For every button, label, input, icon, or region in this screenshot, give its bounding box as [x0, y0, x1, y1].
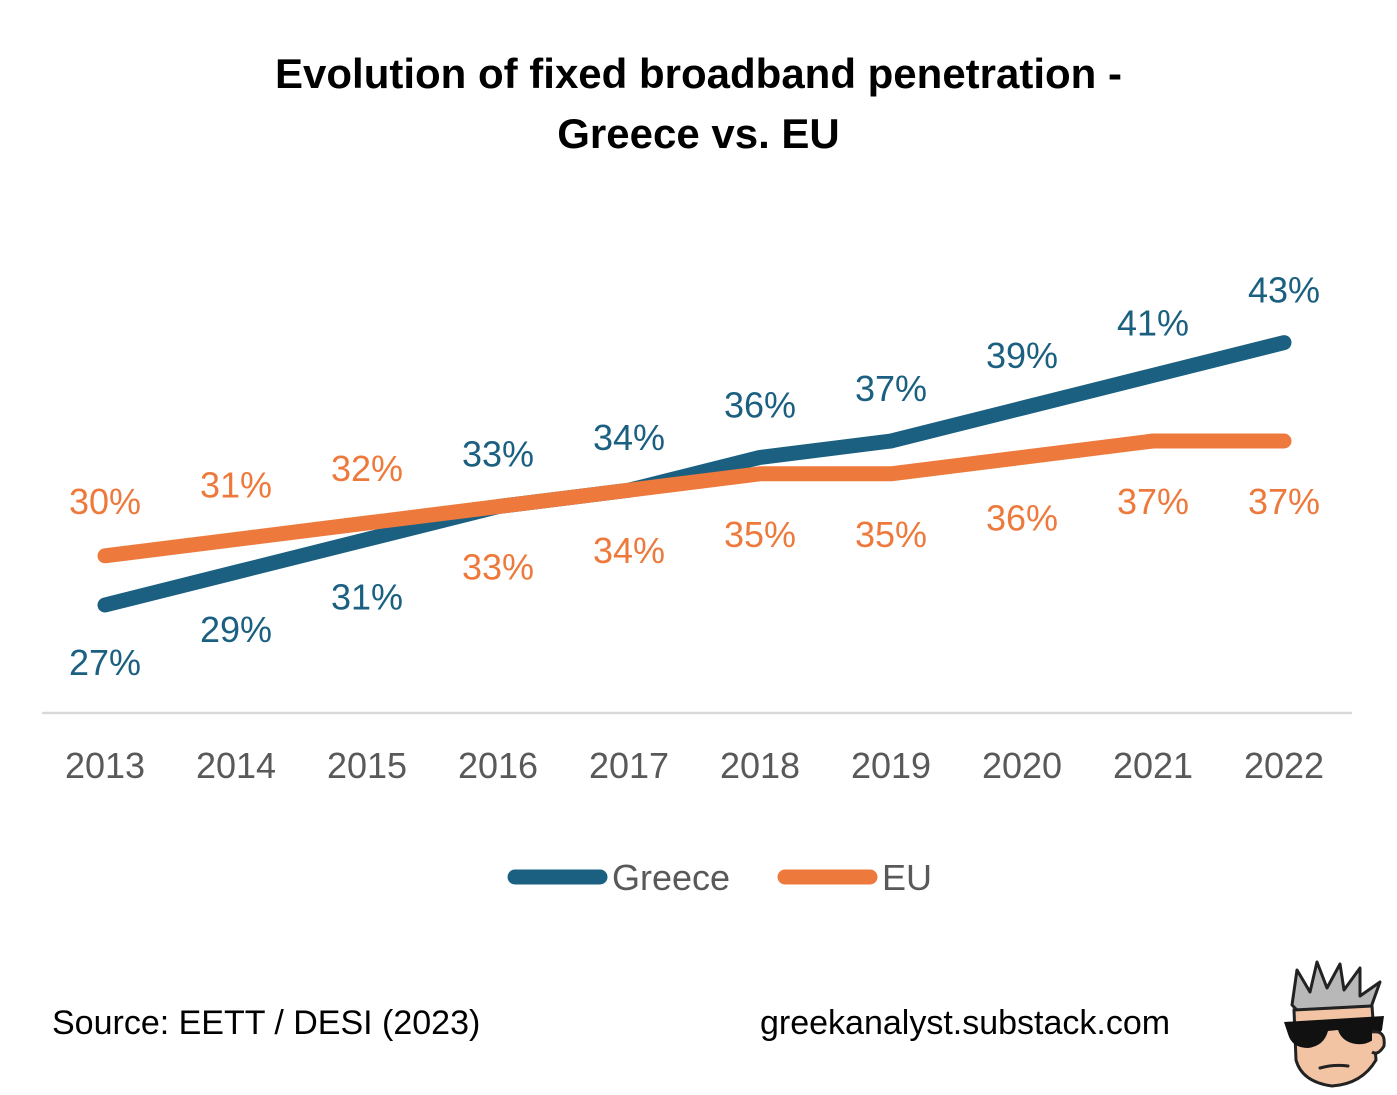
site-link[interactable]: greekanalyst.substack.com — [760, 1004, 1171, 1042]
chart-title-line1: Evolution of fixed broadband penetration… — [275, 50, 1122, 97]
data-label: 35% — [855, 514, 927, 555]
data-label: 33% — [462, 434, 534, 475]
data-label: 37% — [1117, 481, 1189, 522]
x-tick-label: 2014 — [196, 745, 276, 786]
data-label: 32% — [331, 448, 403, 489]
data-label: 27% — [69, 642, 141, 683]
x-tick-label: 2013 — [65, 745, 145, 786]
data-label: 33% — [462, 547, 534, 588]
x-tick-label: 2020 — [982, 745, 1062, 786]
data-label: 36% — [986, 497, 1058, 538]
legend-label-eu: EU — [882, 857, 932, 898]
series-line-greece — [97, 335, 1292, 613]
x-tick-label: 2016 — [458, 745, 538, 786]
data-label: 36% — [724, 384, 796, 425]
data-label: 30% — [69, 481, 141, 522]
data-label: 29% — [200, 609, 272, 650]
data-label: 39% — [986, 335, 1058, 376]
source-note: Source: EETT / DESI (2023) — [52, 1004, 481, 1042]
x-tick-label: 2021 — [1113, 745, 1193, 786]
sunglasses-mascot-icon — [1284, 960, 1386, 1088]
chart-title: Evolution of fixed broadband penetration… — [0, 44, 1397, 164]
chart-title-line2: Greece vs. EU — [557, 110, 840, 157]
x-tick-label: 2015 — [327, 745, 407, 786]
data-label: 37% — [855, 368, 927, 409]
data-label: 43% — [1248, 270, 1320, 311]
legend-label-greece: Greece — [612, 857, 730, 898]
x-tick-label: 2017 — [589, 745, 669, 786]
series-line-eu — [97, 433, 1292, 564]
x-tick-label: 2019 — [851, 745, 931, 786]
x-tick-label: 2018 — [720, 745, 800, 786]
data-label: 35% — [724, 514, 796, 555]
data-label: 37% — [1248, 481, 1320, 522]
data-label: 41% — [1117, 302, 1189, 343]
x-tick-label: 2022 — [1244, 745, 1324, 786]
data-label: 31% — [200, 464, 272, 505]
data-label: 34% — [593, 530, 665, 571]
data-label: 31% — [331, 576, 403, 617]
data-label: 34% — [593, 417, 665, 458]
